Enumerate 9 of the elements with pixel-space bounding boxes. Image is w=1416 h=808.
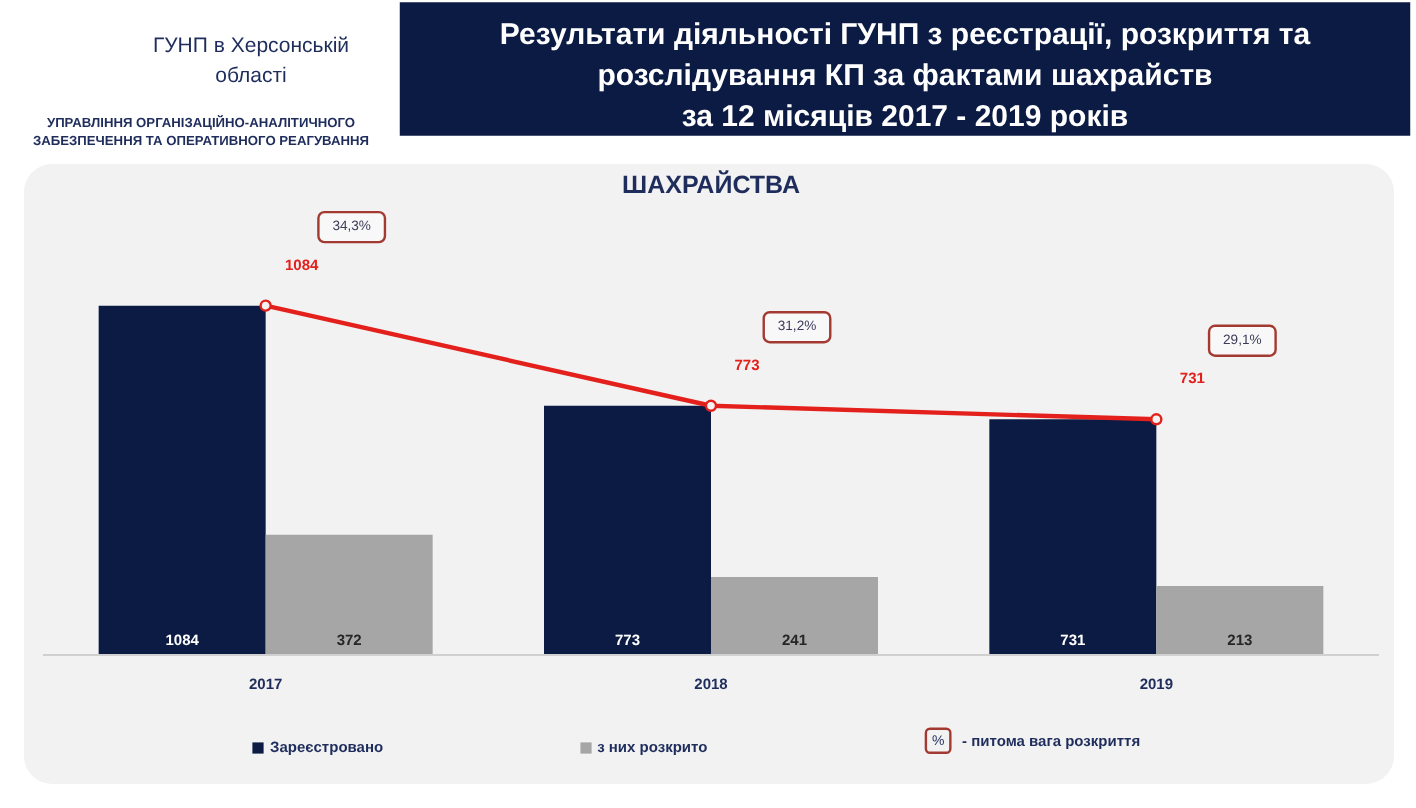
bar <box>265 534 433 655</box>
bar <box>1156 585 1324 655</box>
bar <box>989 419 1157 655</box>
chart-subtitle: ШАХРАЙСТВА <box>622 169 800 199</box>
bar <box>98 305 266 655</box>
bar <box>544 405 711 655</box>
chart-title: Результати діяльності ГУНП з реєстрації, розкриття та розслідування КП за фактами шахрайств за 12 місяців 2017 - 2019 років <box>499 18 1312 134</box>
text: ГУНП в Херсонській області <box>152 34 350 88</box>
bar <box>711 576 878 655</box>
